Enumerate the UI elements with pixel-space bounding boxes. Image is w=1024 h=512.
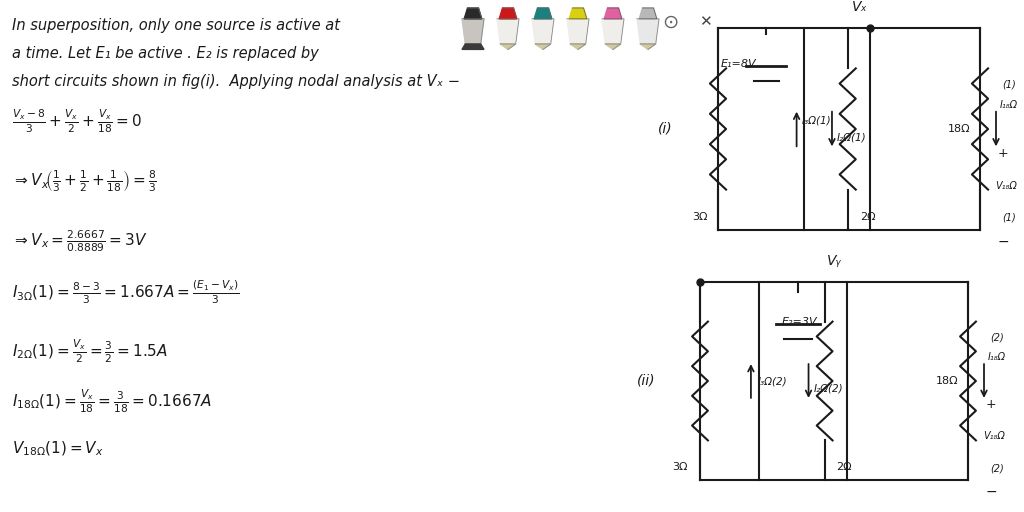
- Text: 18Ω: 18Ω: [947, 124, 970, 134]
- Polygon shape: [637, 19, 659, 44]
- Text: E₂=3V: E₂=3V: [781, 316, 817, 327]
- Text: $I_{18\Omega}(1) = \frac{V_x}{18} = \frac{3}{18} = 0.1667 A$: $I_{18\Omega}(1) = \frac{V_x}{18} = \fra…: [12, 388, 212, 415]
- Polygon shape: [462, 44, 484, 49]
- Text: $\frac{V_x-8}{3} + \frac{V_x}{2} + \frac{V_x}{18} = 0$: $\frac{V_x-8}{3} + \frac{V_x}{2} + \frac…: [12, 108, 142, 136]
- Text: E₁=8V: E₁=8V: [721, 59, 757, 69]
- Text: ✕: ✕: [698, 14, 712, 30]
- Text: a time. Let E₁ be active . E₂ is replaced by: a time. Let E₁ be active . E₂ is replace…: [12, 46, 318, 61]
- Polygon shape: [639, 8, 656, 19]
- Text: (1): (1): [1002, 213, 1016, 223]
- Text: $\Rightarrow V_x\!\left(\frac{1}{3} + \frac{1}{2} + \frac{1}{18}\right) = \frac{: $\Rightarrow V_x\!\left(\frac{1}{3} + \f…: [12, 168, 157, 194]
- Text: Vᵧ: Vᵧ: [826, 254, 842, 268]
- Text: (2): (2): [990, 332, 1004, 343]
- Polygon shape: [464, 8, 482, 19]
- Polygon shape: [536, 44, 551, 49]
- Text: −: −: [998, 235, 1010, 249]
- Polygon shape: [465, 44, 480, 49]
- Polygon shape: [497, 19, 519, 44]
- Text: In superposition, only one source is active at: In superposition, only one source is act…: [12, 18, 340, 33]
- Polygon shape: [604, 8, 622, 19]
- Text: I₂Ω(2): I₂Ω(2): [814, 384, 844, 394]
- Text: I₃Ω(1): I₃Ω(1): [802, 116, 831, 126]
- Text: $I_{3\Omega}(1) = \frac{8-3}{3} = 1.667A = \frac{(E_1-V_x)}{3}$: $I_{3\Omega}(1) = \frac{8-3}{3} = 1.667A…: [12, 278, 240, 306]
- Text: ⊙: ⊙: [662, 12, 678, 32]
- Text: (ii): (ii): [637, 374, 655, 388]
- Text: 3Ω: 3Ω: [672, 462, 688, 472]
- Text: V₁₈Ω: V₁₈Ω: [995, 181, 1017, 190]
- Text: 2Ω: 2Ω: [860, 212, 876, 222]
- Text: I₁₈Ω: I₁₈Ω: [988, 352, 1007, 362]
- Text: I₃Ω(2): I₃Ω(2): [758, 376, 787, 386]
- Text: V₁₈Ω: V₁₈Ω: [983, 432, 1005, 441]
- Polygon shape: [602, 19, 624, 44]
- Text: (2): (2): [990, 463, 1004, 473]
- Text: short circuits shown in fig(i).  Applying nodal analysis at Vₓ −: short circuits shown in fig(i). Applying…: [12, 74, 460, 89]
- Polygon shape: [567, 19, 589, 44]
- Polygon shape: [569, 8, 587, 19]
- Text: −: −: [986, 485, 997, 499]
- Polygon shape: [535, 8, 552, 19]
- Polygon shape: [500, 8, 517, 19]
- Text: +: +: [986, 398, 996, 411]
- Polygon shape: [605, 44, 621, 49]
- Text: (1): (1): [1002, 79, 1016, 90]
- Polygon shape: [501, 44, 516, 49]
- Text: (i): (i): [658, 122, 673, 136]
- Text: I₂Ω(1): I₂Ω(1): [838, 132, 867, 142]
- Text: 2Ω: 2Ω: [837, 462, 852, 472]
- Text: Vₓ: Vₓ: [852, 0, 867, 14]
- Text: $I_{2\Omega}(1) = \frac{V_x}{2} = \frac{3}{2} = 1.5A$: $I_{2\Omega}(1) = \frac{V_x}{2} = \frac{…: [12, 338, 168, 366]
- Polygon shape: [640, 44, 655, 49]
- Text: $\Rightarrow V_x = \frac{2.6667}{0.8889} = 3V$: $\Rightarrow V_x = \frac{2.6667}{0.8889}…: [12, 228, 147, 253]
- Text: $V_{18\Omega}(1) = V_x$: $V_{18\Omega}(1) = V_x$: [12, 440, 103, 458]
- Text: +: +: [998, 147, 1009, 160]
- Text: 3Ω: 3Ω: [692, 212, 708, 222]
- Polygon shape: [462, 19, 484, 44]
- Polygon shape: [532, 19, 554, 44]
- Polygon shape: [570, 44, 586, 49]
- Text: I₁₈Ω: I₁₈Ω: [1000, 100, 1018, 110]
- Text: 18Ω: 18Ω: [935, 376, 958, 386]
